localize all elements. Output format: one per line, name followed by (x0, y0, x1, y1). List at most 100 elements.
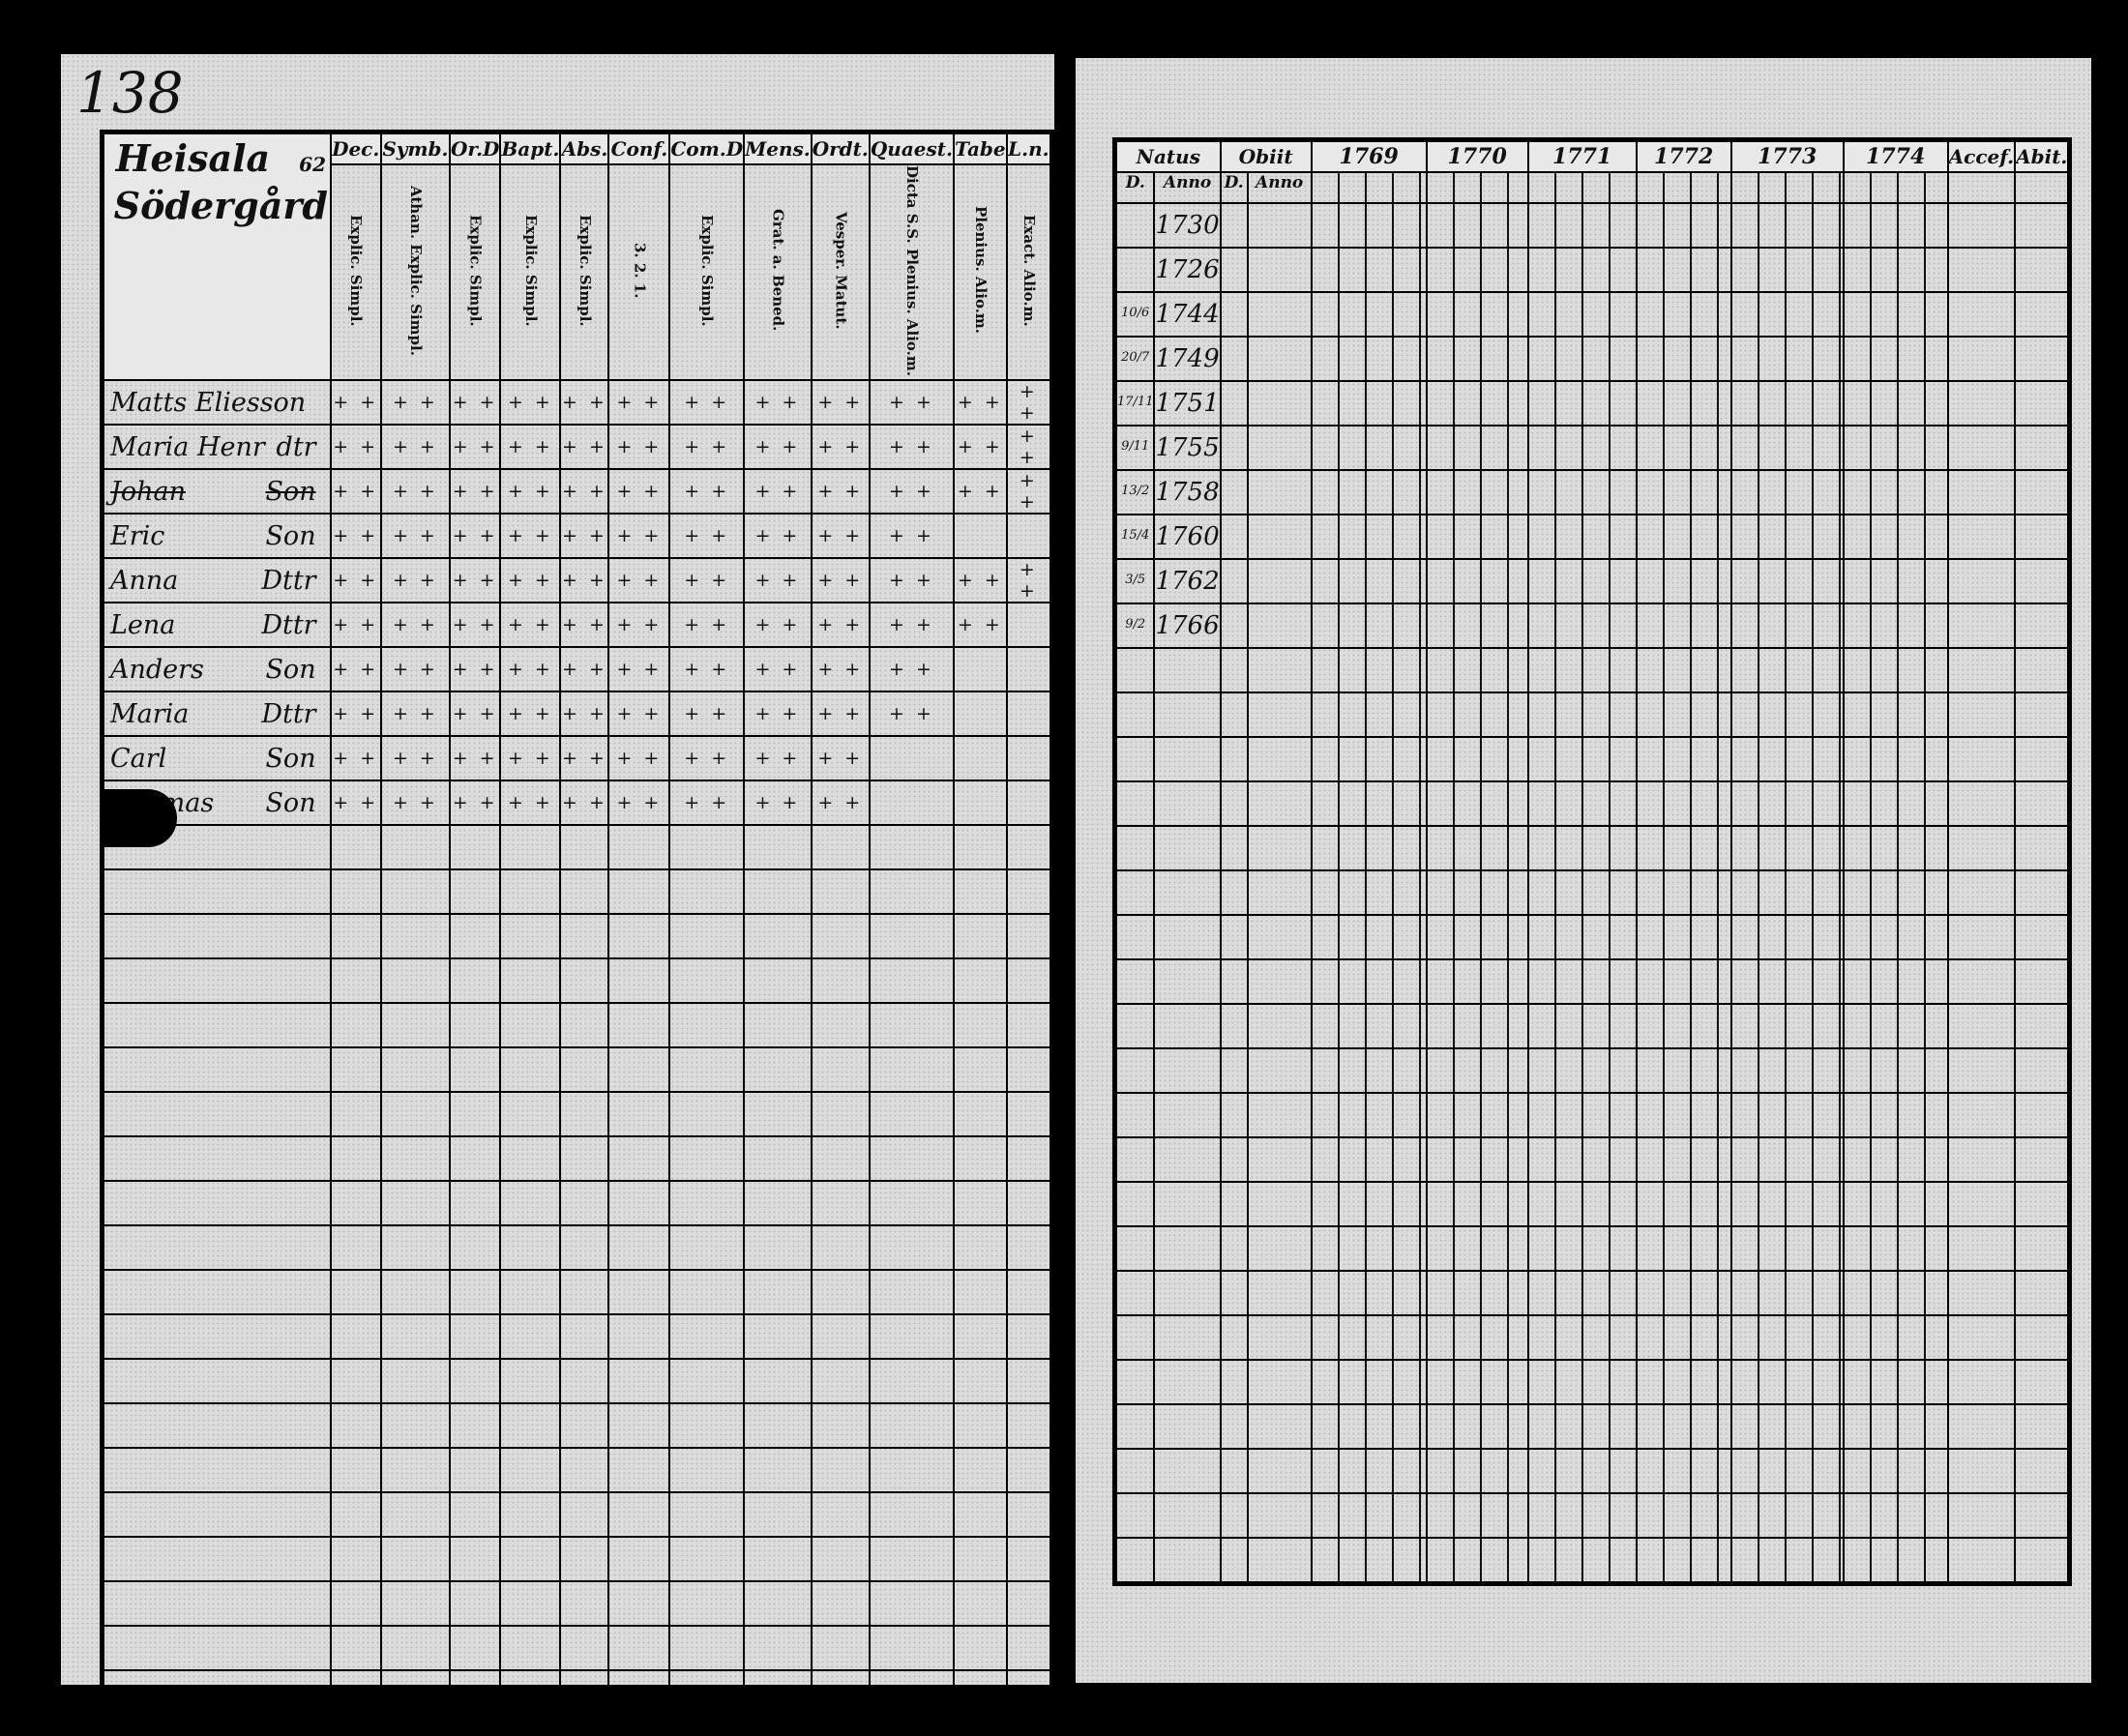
mark-cell (952, 1046, 1008, 1094)
mark-cell: + + (952, 602, 1008, 649)
empty-row (1113, 1402, 2071, 1450)
birth-day-cell (1113, 646, 1156, 693)
year-cell (1425, 735, 1529, 782)
accessit-cell (1946, 602, 2017, 649)
birth-date: 3/5 (1125, 573, 1146, 588)
mark-cell (379, 1491, 451, 1539)
mark-cell: + + (607, 379, 671, 427)
mark-cell (329, 1313, 382, 1361)
year-cell (1310, 1313, 1428, 1361)
accessit-cell (1946, 868, 2017, 916)
mark-cell (868, 1402, 955, 1450)
mark-cell (607, 1269, 671, 1316)
mark-cell: + + (668, 691, 746, 738)
mark-cell: + + (810, 513, 871, 560)
mark-cell (379, 1580, 451, 1628)
birth-year-cell (1153, 1046, 1222, 1094)
year-cell (1635, 1180, 1732, 1227)
mark-cell: + + (448, 602, 502, 649)
mark-cell (952, 780, 1008, 827)
mark-cell (559, 1091, 610, 1138)
mark-cell (868, 1358, 955, 1405)
resident-name: Maria (110, 698, 190, 729)
year-cell (1842, 1536, 1949, 1584)
mark-cell (329, 1135, 382, 1183)
death-year-cell (1246, 1180, 1313, 1227)
year-cell (1425, 201, 1529, 249)
mark-cell (1005, 913, 1053, 960)
empty-row (101, 1402, 1053, 1450)
mark-cell (952, 913, 1008, 960)
mark-cell (559, 1536, 610, 1583)
death-year-cell (1246, 735, 1313, 782)
mark-cell (607, 1046, 671, 1094)
column-header: Tabe (952, 131, 1008, 165)
mark-cell (607, 1580, 671, 1628)
death-year-cell (1246, 780, 1313, 827)
mark-cell (1005, 1135, 1053, 1183)
mark-cell (868, 824, 955, 871)
abiit-cell (2014, 513, 2071, 560)
mark-cell (448, 1002, 502, 1049)
abiit-cell (2014, 246, 2071, 293)
birth-year-cell (1153, 691, 1222, 738)
death-year-cell (1246, 1091, 1313, 1138)
year-cell (1310, 468, 1428, 515)
year-cell (1526, 868, 1638, 916)
year-cell (1526, 1358, 1638, 1405)
mark-cell (1005, 1002, 1053, 1049)
accessit-cell (1946, 1180, 2017, 1227)
mark-cell (810, 824, 871, 871)
farm-cell: Heisala 62 Södergård (101, 131, 332, 382)
abiit-cell (2014, 1002, 2071, 1049)
mark-cell: + + (448, 424, 502, 471)
empty-row (1113, 913, 2071, 960)
year-cell (1635, 1491, 1732, 1539)
resident-name-cell (101, 1447, 332, 1494)
resident-name-cell (101, 1358, 332, 1405)
abiit-cell (2014, 557, 2071, 604)
resident-name-cell: Maria Dttr (101, 691, 332, 738)
year-cell (1729, 735, 1845, 782)
mark-cell (448, 1091, 502, 1138)
mark-cell (952, 1669, 1008, 1718)
empty-row (1113, 1180, 2071, 1227)
resident-row: Johan Son + + + + + + + + + + + + + + + + + +… (101, 468, 1053, 515)
mark-cell (329, 1358, 382, 1405)
column-header: L.n. (1005, 131, 1053, 165)
birth-year-cell (1153, 735, 1222, 782)
resident-relation: Dttr (261, 609, 316, 640)
year-cell (1425, 691, 1529, 738)
mark-cell (448, 1224, 502, 1272)
year-header: 1770 (1425, 138, 1529, 173)
death-day-cell (1219, 557, 1249, 604)
resident-relation: Son (265, 743, 316, 774)
year-cell (1310, 602, 1428, 649)
mark-cell: + + (743, 424, 813, 471)
year-cell (1526, 379, 1638, 427)
resident-name-cell (101, 1002, 332, 1049)
year-cell (1635, 1358, 1732, 1405)
year-cell (1729, 868, 1845, 916)
mark-cell (607, 1625, 671, 1672)
birth-year-cell (1153, 1269, 1222, 1316)
year-cell (1526, 290, 1638, 338)
mark-cell: + + (448, 691, 502, 738)
mark-cell (868, 1091, 955, 1138)
empty-row (101, 1091, 1053, 1138)
mark-cell: + + (607, 691, 671, 738)
mark-cell (810, 1580, 871, 1628)
mark-cell (743, 1491, 813, 1539)
death-day-cell (1219, 868, 1249, 916)
birth-day-cell (1113, 201, 1156, 249)
mark-cell (668, 824, 746, 871)
death-day-cell (1219, 1224, 1249, 1272)
death-day-cell (1219, 379, 1249, 427)
death-day-cell (1219, 1046, 1249, 1094)
year-cell (1425, 1402, 1529, 1450)
mark-cell (1005, 1224, 1053, 1272)
accessit-cell (1946, 1358, 2017, 1405)
mark-cell (379, 1447, 451, 1494)
abiit-header: Abit. (2014, 138, 2071, 173)
year-cell (1425, 379, 1529, 427)
